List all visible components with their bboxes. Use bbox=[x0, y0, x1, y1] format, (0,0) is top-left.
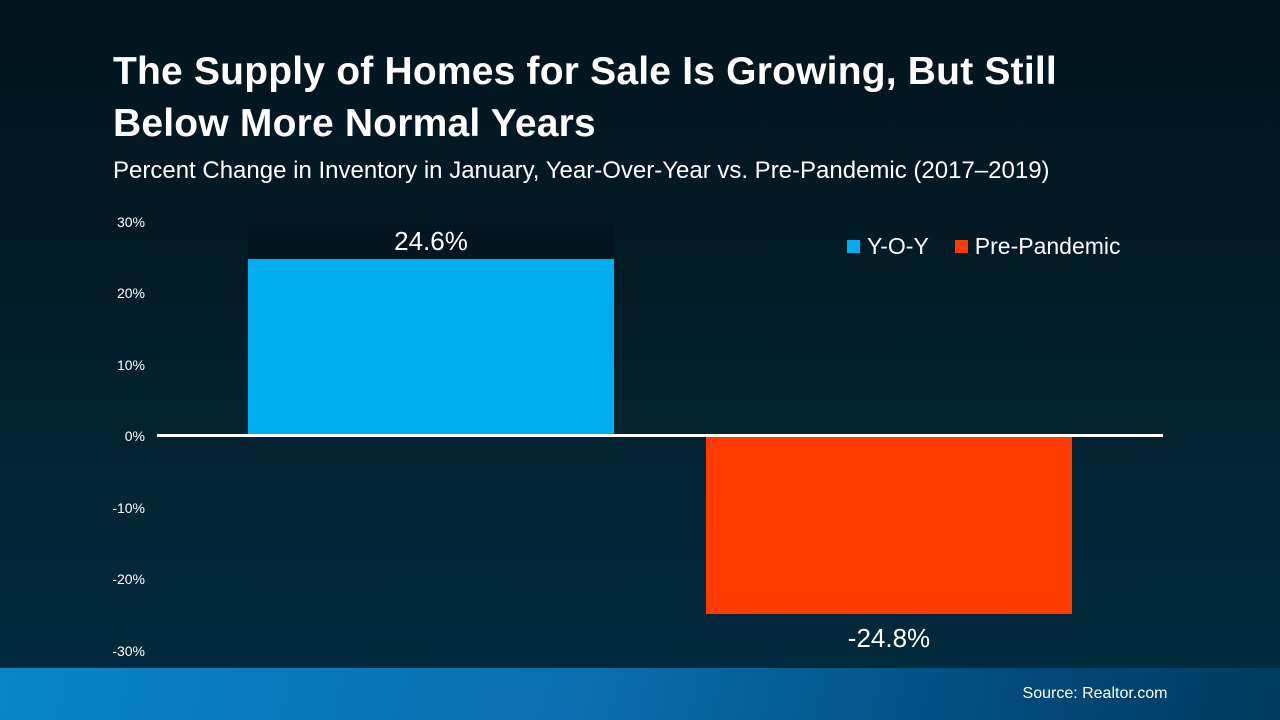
y-axis-tick: 30% bbox=[116, 214, 145, 230]
x-axis-line bbox=[157, 434, 1163, 437]
page-title: The Supply of Homes for Sale Is Growing,… bbox=[113, 46, 1213, 150]
legend-item-pre-pandemic: Pre-Pandemic bbox=[954, 233, 1121, 260]
y-axis-tick: 0% bbox=[124, 428, 145, 444]
y-axis-tick: -30% bbox=[112, 643, 145, 659]
data-label-yoy: 24.6% bbox=[248, 224, 614, 257]
bar-yoy bbox=[248, 258, 614, 434]
chart-subtitle: Percent Change in Inventory in January, … bbox=[113, 157, 1050, 184]
legend-item-yoy: Y-O-Y bbox=[847, 233, 929, 260]
legend-label-yoy: Y-O-Y bbox=[867, 233, 929, 259]
y-axis-tick: 20% bbox=[116, 285, 145, 301]
bar-pre-pandemic bbox=[706, 437, 1072, 614]
data-label-pre-pandemic: -24.8% bbox=[847, 622, 931, 653]
source-attribution: Source: Realtor.com bbox=[1022, 685, 1168, 702]
y-axis-tick: -10% bbox=[112, 500, 145, 516]
y-axis-tick: -20% bbox=[112, 571, 145, 587]
legend: Y-O-Y Pre-Pandemic bbox=[847, 233, 1121, 260]
legend-swatch-yoy-icon bbox=[847, 240, 860, 253]
page-title-line2: Below More Normal Years bbox=[113, 102, 596, 145]
y-axis-tick: 10% bbox=[116, 357, 145, 373]
legend-label-pre-pandemic: Pre-Pandemic bbox=[974, 233, 1121, 259]
page-title-line1: The Supply of Homes for Sale Is Growing,… bbox=[113, 50, 1057, 93]
footer-bar: Source: Realtor.com bbox=[0, 668, 1280, 720]
legend-swatch-pre-pandemic-icon bbox=[954, 240, 968, 253]
